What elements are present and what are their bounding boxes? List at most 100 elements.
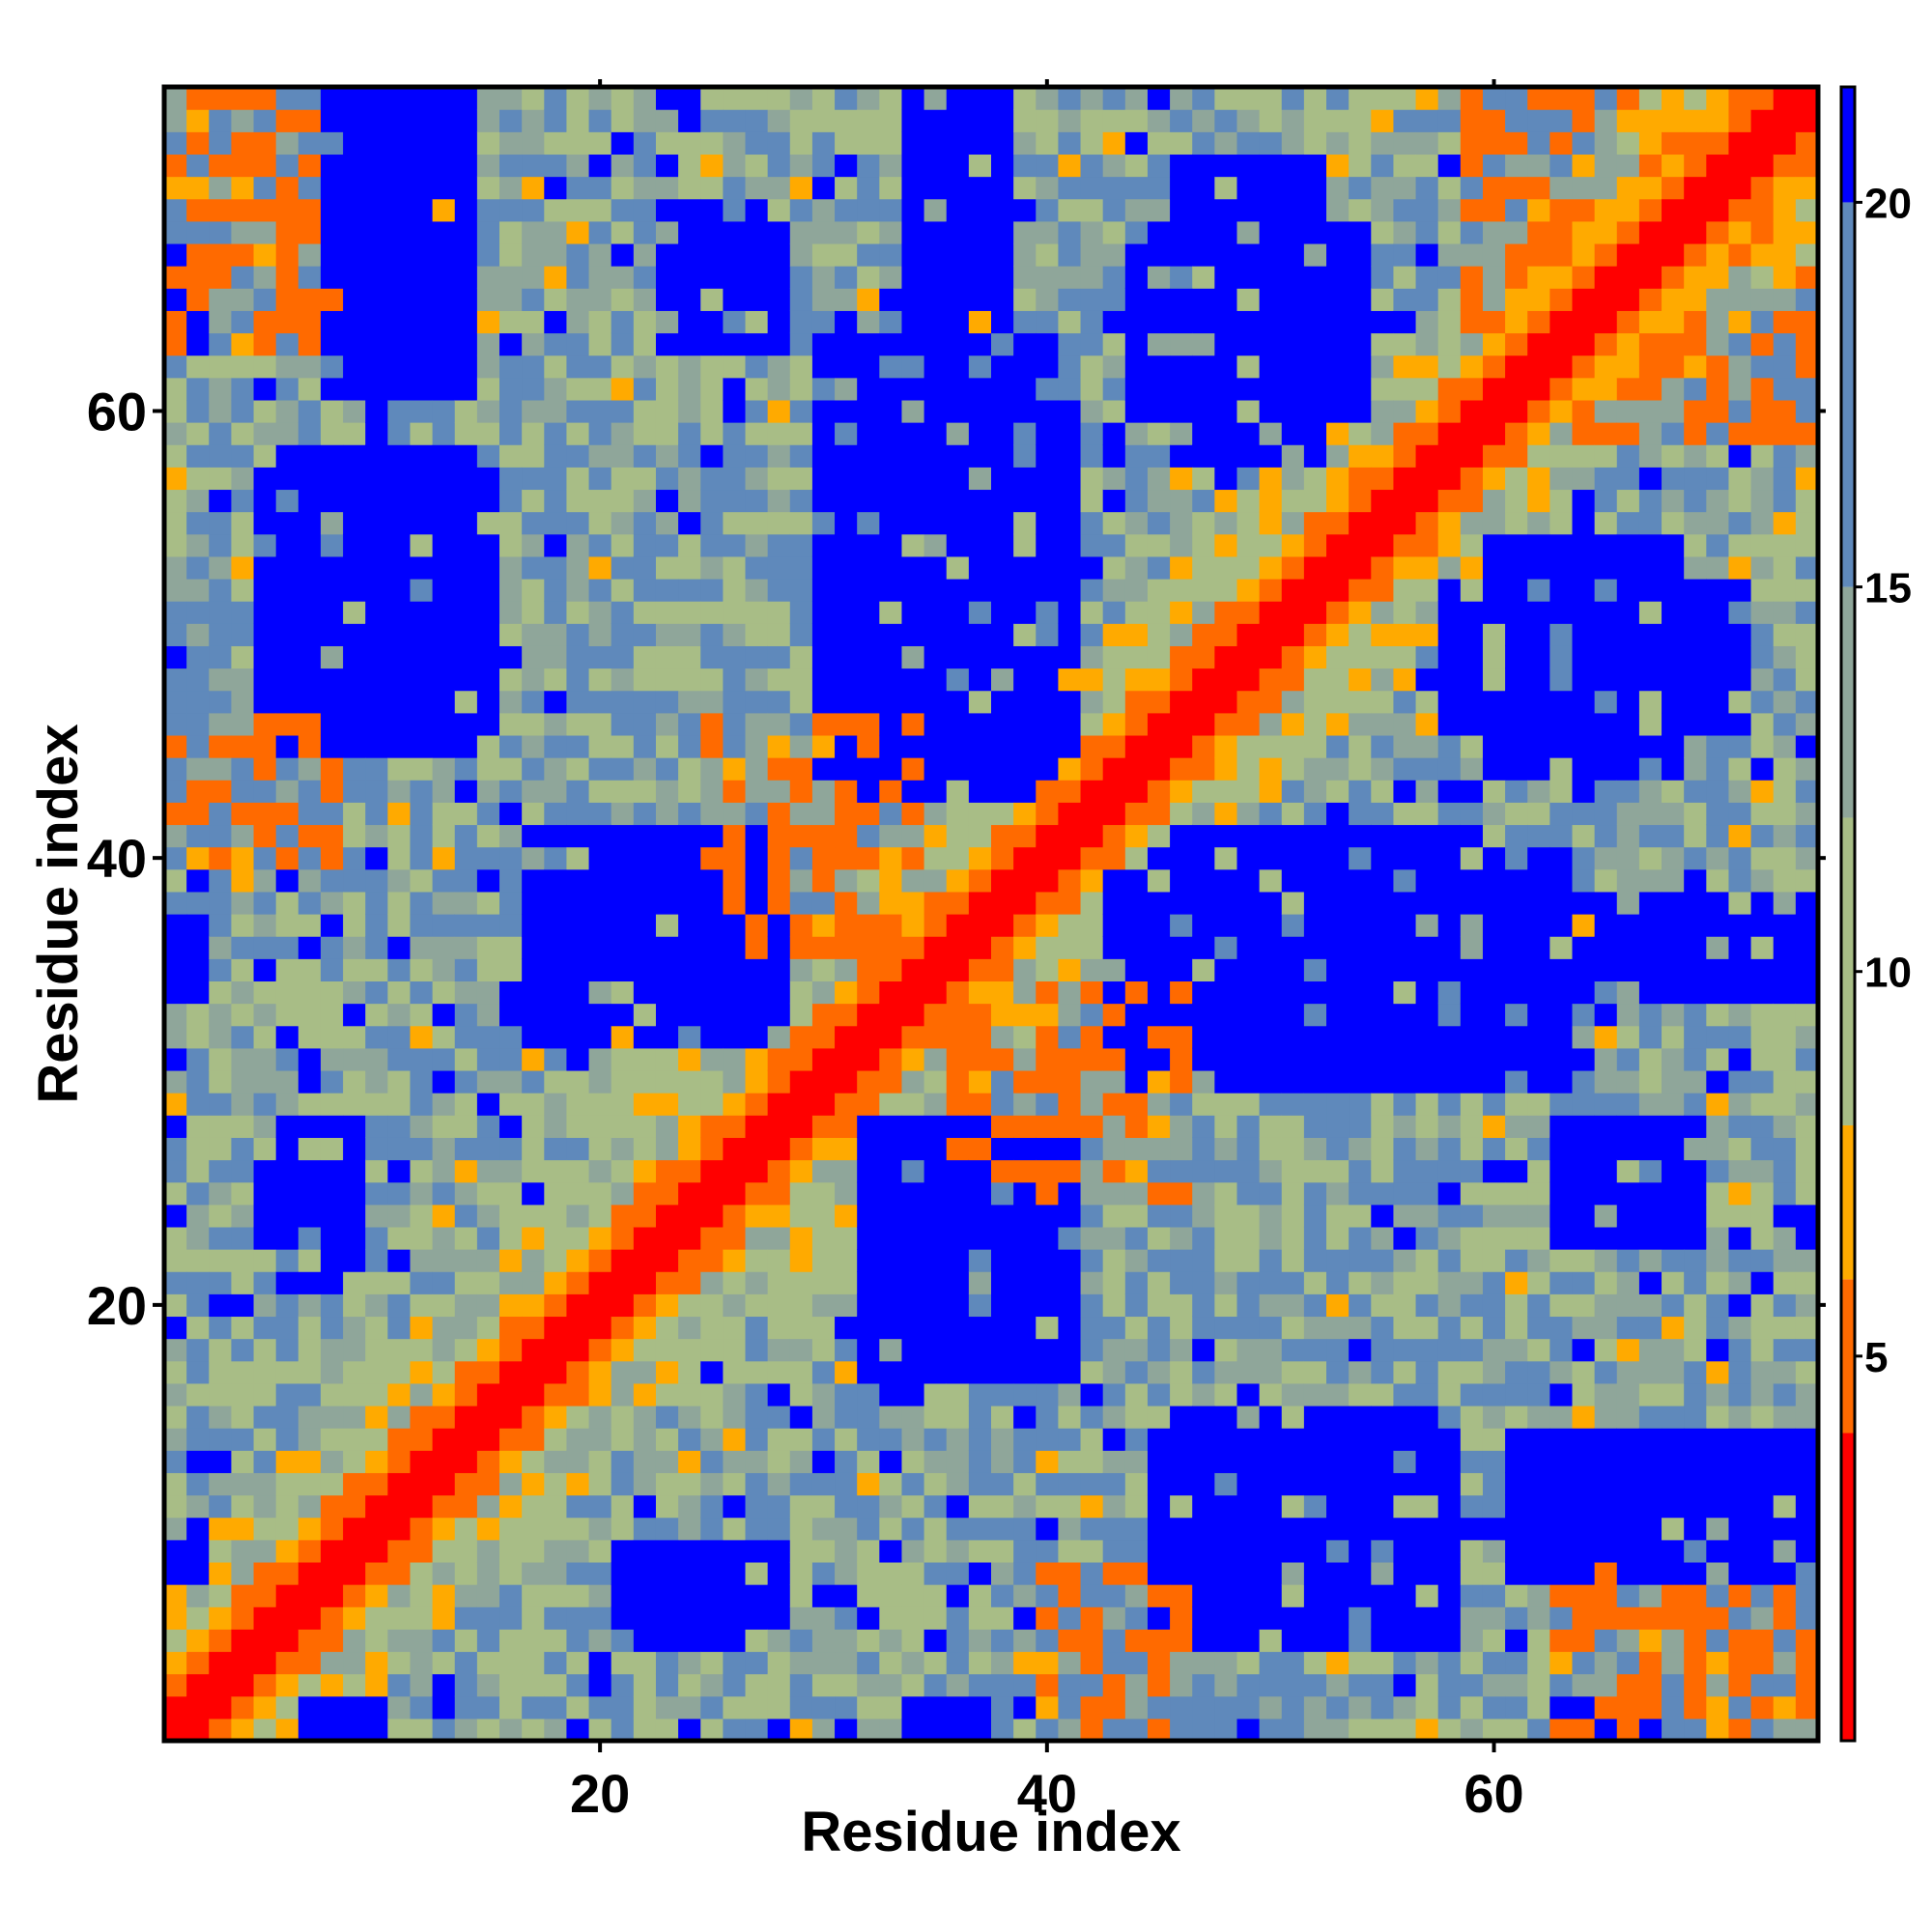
heatmap-cell [923, 712, 948, 736]
heatmap-cell [946, 1405, 970, 1429]
heatmap-cell [1192, 109, 1215, 132]
heatmap-cell [655, 1472, 679, 1496]
heatmap-cell [454, 1428, 478, 1451]
heatmap-cell [1349, 824, 1372, 848]
heatmap-cell [1147, 1003, 1171, 1027]
heatmap-cell [1036, 1428, 1060, 1451]
heatmap-cell [1549, 1584, 1574, 1607]
heatmap-cell [1393, 288, 1417, 311]
heatmap-cell [1124, 1025, 1149, 1049]
heatmap-cell [1170, 1494, 1193, 1519]
heatmap-cell [1549, 1428, 1574, 1451]
heatmap-cell [320, 1137, 344, 1161]
heatmap-cell [522, 332, 545, 356]
heatmap-cell [1482, 734, 1506, 758]
heatmap-cell [1572, 734, 1596, 758]
heatmap-cell [611, 601, 635, 624]
heatmap-cell [1326, 1226, 1350, 1250]
heatmap-cell [1349, 936, 1372, 959]
heatmap-cell [611, 1293, 635, 1318]
heatmap-cell [811, 1695, 836, 1719]
heatmap-cell [1214, 1673, 1238, 1697]
heatmap-cell [1303, 1271, 1327, 1294]
heatmap-cell [566, 1093, 590, 1116]
heatmap-cell [1303, 1249, 1327, 1272]
heatmap-cell [1326, 355, 1350, 379]
heatmap-cell [1371, 355, 1395, 379]
heatmap-cell [857, 422, 880, 445]
heatmap-cell [454, 1249, 478, 1272]
heatmap-cell [1437, 109, 1462, 132]
heatmap-cell [1482, 914, 1506, 937]
heatmap-cell [811, 734, 836, 758]
heatmap-cell [1505, 1428, 1528, 1451]
heatmap-cell [767, 1517, 791, 1541]
heatmap-cell [745, 533, 769, 557]
heatmap-cell [1482, 601, 1506, 624]
heatmap-cell [655, 1069, 679, 1094]
heatmap-cell [544, 266, 568, 289]
heatmap-cell [1214, 1025, 1238, 1049]
heatmap-cell [522, 1181, 545, 1206]
heatmap-cell [1080, 757, 1104, 781]
heatmap-cell [544, 1539, 568, 1563]
heatmap-cell [1326, 1159, 1350, 1183]
heatmap-cell [1371, 467, 1395, 491]
heatmap-cell [678, 1025, 701, 1049]
heatmap-cell [678, 1428, 701, 1451]
heatmap-cell [499, 868, 523, 893]
heatmap-cell [186, 645, 210, 669]
heatmap-cell [1616, 422, 1640, 445]
heatmap-cell [1326, 1115, 1350, 1138]
heatmap-cell [1080, 1517, 1104, 1541]
heatmap-cell [1236, 868, 1261, 893]
heatmap-cell [1102, 131, 1126, 156]
heatmap-cell [1303, 1159, 1327, 1183]
heatmap-cell [1102, 846, 1126, 870]
heatmap-cell [320, 668, 344, 692]
heatmap-cell [700, 1382, 724, 1406]
heatmap-cell [454, 266, 478, 289]
heatmap-cell [1616, 780, 1640, 803]
heatmap-cell [1102, 1093, 1126, 1116]
heatmap-cell [566, 109, 590, 132]
heatmap-cell [275, 131, 299, 156]
heatmap-cell [1326, 645, 1350, 669]
heatmap-cell [1527, 1428, 1550, 1451]
heatmap-cell [1572, 131, 1596, 156]
heatmap-cell [700, 310, 724, 334]
heatmap-cell [1549, 757, 1574, 781]
heatmap-cell [253, 757, 277, 781]
heatmap-cell [522, 914, 545, 937]
heatmap-cell [1616, 846, 1640, 870]
heatmap-cell [1102, 242, 1126, 267]
heatmap-cell [1482, 355, 1506, 379]
heatmap-cell [1192, 288, 1215, 311]
heatmap-cell [1349, 1673, 1372, 1697]
heatmap-cell [1638, 1695, 1662, 1719]
heatmap-cell [968, 891, 992, 915]
heatmap-cell [1572, 198, 1596, 222]
heatmap-cell [835, 87, 858, 110]
heatmap-cell [231, 220, 255, 244]
heatmap-cell [476, 332, 500, 356]
heatmap-cell [1594, 846, 1618, 870]
heatmap-cell [1572, 332, 1596, 356]
heatmap-cell [1192, 1695, 1215, 1719]
heatmap-cell [1080, 399, 1104, 423]
heatmap-cell [1192, 958, 1215, 982]
heatmap-cell [275, 712, 299, 736]
heatmap-cell [968, 1226, 992, 1250]
heatmap-cell [857, 980, 880, 1005]
heatmap-cell [1303, 914, 1327, 937]
heatmap-cell [1058, 355, 1082, 379]
heatmap-cell [1437, 1561, 1462, 1585]
heatmap-cell [1147, 936, 1171, 959]
heatmap-cells [164, 87, 1819, 1742]
heatmap-cell [499, 422, 523, 445]
heatmap-cell [320, 623, 344, 646]
heatmap-cell [655, 533, 679, 557]
heatmap-cell [1437, 802, 1462, 826]
heatmap-cell [745, 1428, 769, 1451]
heatmap-cell [1080, 1338, 1104, 1362]
